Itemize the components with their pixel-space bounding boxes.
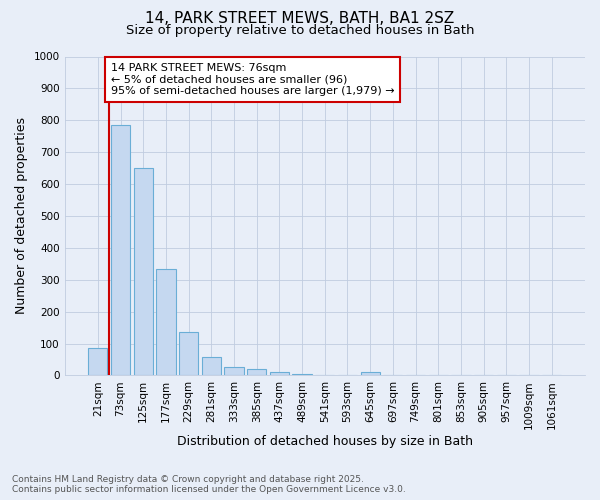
Bar: [247, 369, 266, 376]
Bar: [88, 348, 107, 376]
Bar: [361, 372, 380, 376]
Text: 14, PARK STREET MEWS, BATH, BA1 2SZ: 14, PARK STREET MEWS, BATH, BA1 2SZ: [145, 11, 455, 26]
Bar: [134, 168, 153, 376]
Bar: [179, 332, 198, 376]
Bar: [202, 357, 221, 376]
Bar: [111, 125, 130, 376]
Text: 14 PARK STREET MEWS: 76sqm
← 5% of detached houses are smaller (96)
95% of semi-: 14 PARK STREET MEWS: 76sqm ← 5% of detac…: [111, 63, 395, 96]
Bar: [270, 372, 289, 376]
Y-axis label: Number of detached properties: Number of detached properties: [15, 118, 28, 314]
Bar: [224, 368, 244, 376]
X-axis label: Distribution of detached houses by size in Bath: Distribution of detached houses by size …: [177, 434, 473, 448]
Text: Size of property relative to detached houses in Bath: Size of property relative to detached ho…: [126, 24, 474, 37]
Text: Contains HM Land Registry data © Crown copyright and database right 2025.
Contai: Contains HM Land Registry data © Crown c…: [12, 474, 406, 494]
Bar: [292, 374, 312, 376]
Bar: [156, 268, 176, 376]
